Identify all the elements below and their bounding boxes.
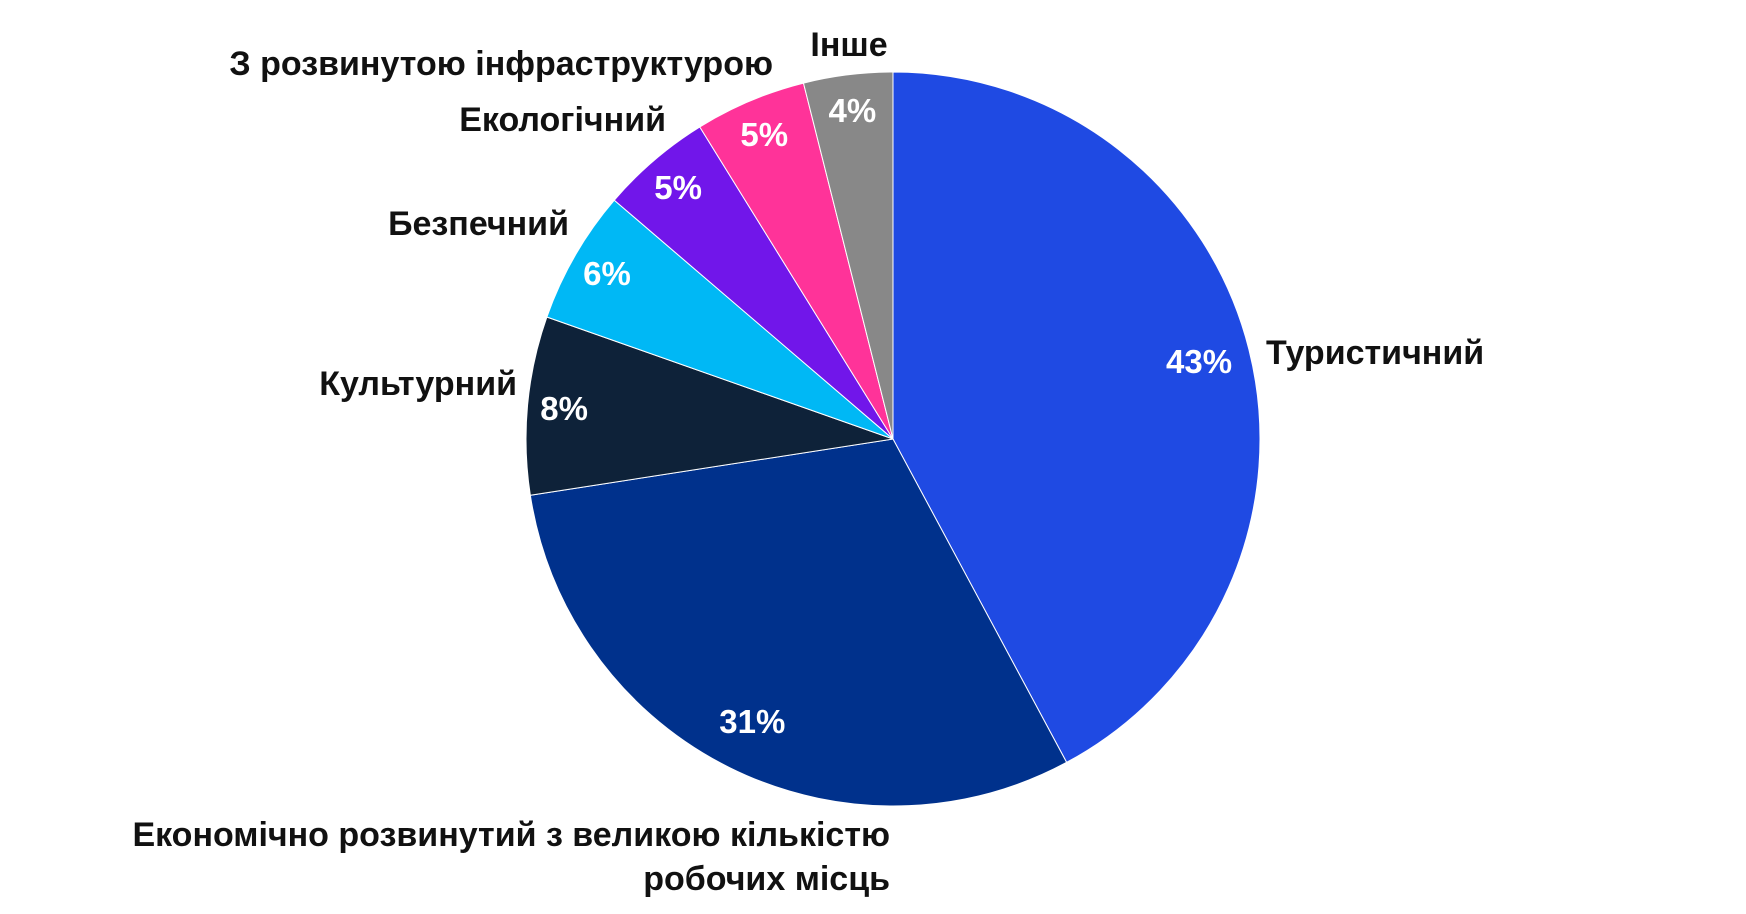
- pie-slice: [892, 71, 1261, 764]
- value-label: 5%: [740, 115, 789, 153]
- category-label: Інше: [810, 26, 888, 64]
- value-label: 4%: [828, 92, 877, 130]
- value-label: 6%: [583, 254, 631, 292]
- pie-slice: [802, 71, 894, 440]
- value-label: 31%: [719, 702, 786, 740]
- category-label: Екологічний: [459, 101, 666, 139]
- pie-slice: [525, 316, 894, 496]
- value-label: 8%: [540, 389, 588, 427]
- pie-slice: [529, 438, 1068, 807]
- value-label: 5%: [654, 169, 702, 207]
- value-label: 43%: [1166, 343, 1233, 381]
- category-label: Безпечний: [388, 205, 569, 243]
- category-label: Культурний: [319, 365, 517, 403]
- pie-slice: [546, 199, 894, 440]
- category-label: Туристичний: [1266, 334, 1485, 372]
- category-label: З розвинутою інфраструктурою: [229, 45, 773, 83]
- category-label: Економічно розвинутий з великою кількіст…: [132, 816, 890, 898]
